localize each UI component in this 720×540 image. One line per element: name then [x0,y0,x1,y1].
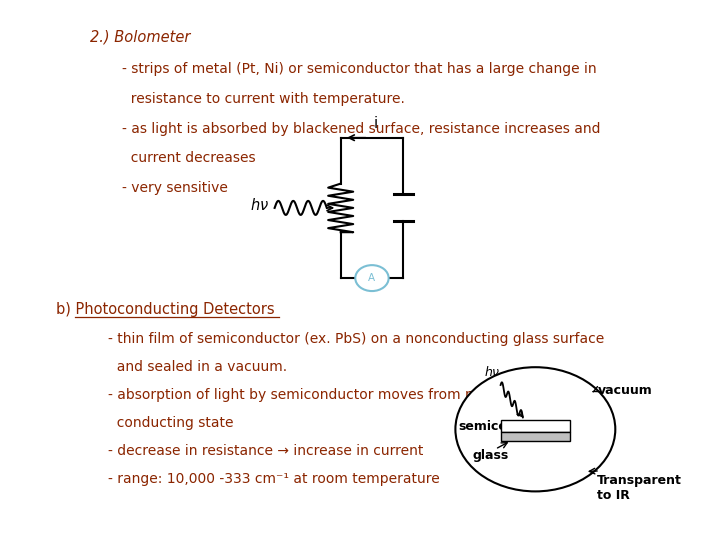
Circle shape [455,367,616,491]
Circle shape [355,265,389,291]
Text: and sealed in a vacuum.: and sealed in a vacuum. [108,360,287,374]
Text: - very sensitive: - very sensitive [122,181,228,195]
Text: - strips of metal (Pt, Ni) or semiconductor that has a large change in: - strips of metal (Pt, Ni) or semiconduc… [122,62,596,76]
Text: vacuum: vacuum [598,384,652,397]
Text: A: A [369,273,376,283]
Text: - thin film of semiconductor (ex. PbS) on a nonconducting glass surface: - thin film of semiconductor (ex. PbS) o… [108,332,604,346]
Text: b) Photoconducting Detectors: b) Photoconducting Detectors [55,302,274,318]
Text: h$\nu$: h$\nu$ [484,364,500,379]
Text: i: i [374,116,377,131]
Text: - range: 10,000 -333 cm⁻¹ at room temperature: - range: 10,000 -333 cm⁻¹ at room temper… [108,472,439,487]
Text: 2.) Bolometer: 2.) Bolometer [91,30,191,45]
Text: Transparent
to IR: Transparent to IR [597,474,681,502]
Text: glass: glass [473,449,509,462]
Text: h$\nu$: h$\nu$ [250,197,269,213]
Text: resistance to current with temperature.: resistance to current with temperature. [122,92,405,106]
Bar [500,420,570,432]
Text: - absorption of light by semiconductor moves from non-conducting to: - absorption of light by semiconductor m… [108,388,591,402]
Text: current decreases: current decreases [122,151,256,165]
Text: semiconductor: semiconductor [459,420,562,433]
Text: conducting state: conducting state [108,416,233,430]
Bar [500,432,570,441]
Text: - as light is absorbed by blackened surface, resistance increases and: - as light is absorbed by blackened surf… [122,122,600,136]
Text: - decrease in resistance → increase in current: - decrease in resistance → increase in c… [108,444,423,458]
